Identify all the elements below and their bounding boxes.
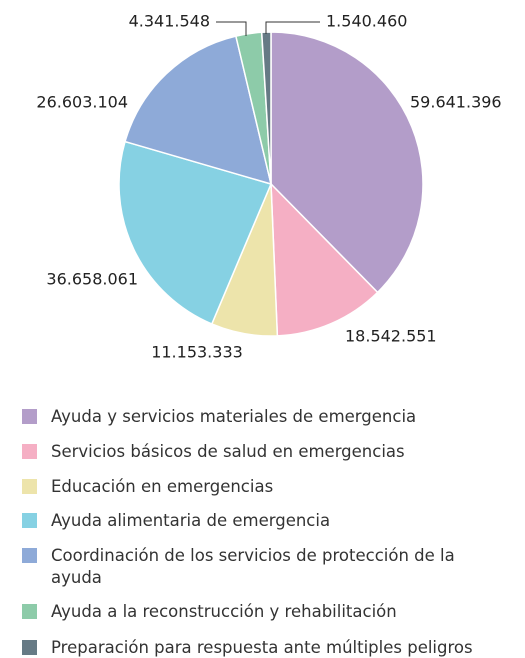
data-label: 11.153.333 <box>151 343 243 362</box>
legend-label: Preparación para respuesta ante múltiple… <box>51 638 473 657</box>
pie-slice <box>124 35 273 186</box>
legend-label: Ayuda y servicios materiales de emergenc… <box>51 407 417 426</box>
legend-swatch <box>22 548 37 563</box>
chart: 59.641.396 18.542.551 11.153.333 36.658.061… <box>36 12 502 362</box>
data-label: 18.542.551 <box>345 327 437 346</box>
legend-swatch <box>22 640 37 655</box>
pie-slice <box>270 182 379 337</box>
legend-item: Ayuda alimentaria de emergencia <box>22 510 492 532</box>
legend-item: Coordinación de los servicios de protecc… <box>22 545 492 589</box>
data-label: 36.658.061 <box>46 270 138 289</box>
data-label: 26.603.104 <box>36 93 128 112</box>
legend-swatch <box>22 604 37 619</box>
data-label: 4.341.548 <box>129 12 210 31</box>
pie-slice <box>118 140 273 325</box>
leader-line <box>216 21 247 36</box>
legend-swatch <box>22 409 37 424</box>
legend-swatch <box>22 479 37 494</box>
legend-label: Educación en emergencias <box>51 477 274 496</box>
legend-item: Preparación para respuesta ante múltiple… <box>22 637 492 658</box>
data-label: 59.641.396 <box>410 93 502 112</box>
data-label: 1.540.460 <box>326 12 407 31</box>
legend-swatch <box>22 513 37 528</box>
legend-item: Ayuda y servicios materiales de emergenc… <box>22 406 492 428</box>
legend-label: Ayuda a la reconstrucción y rehabilitaci… <box>51 602 397 621</box>
leader-line <box>265 21 320 34</box>
legend-item: Ayuda a la reconstrucción y rehabilitaci… <box>22 601 492 623</box>
legend-swatch <box>22 444 37 459</box>
legend-label: Ayuda alimentaria de emergencia <box>51 511 331 530</box>
legend-label: Coordinación de los servicios de protecc… <box>51 546 455 587</box>
legend-item: Servicios básicos de salud en emergencia… <box>22 441 492 463</box>
legend-item: Educación en emergencias <box>22 476 492 498</box>
pie-slice <box>270 31 424 294</box>
legend-label: Servicios básicos de salud en emergencia… <box>51 442 405 461</box>
